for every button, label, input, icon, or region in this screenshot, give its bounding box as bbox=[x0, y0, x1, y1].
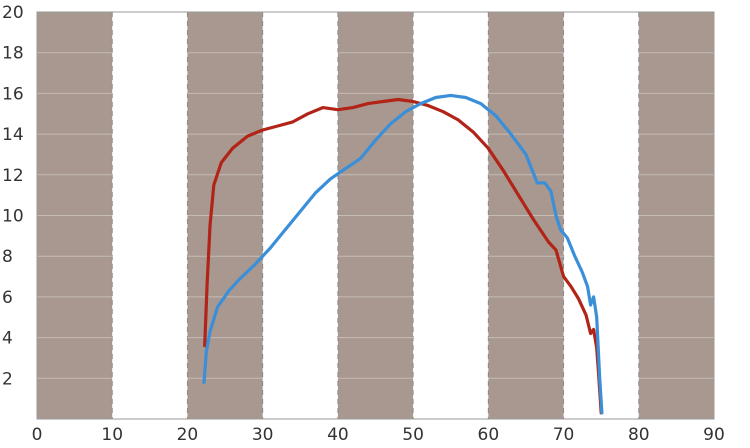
x-tick-label: 0 bbox=[32, 425, 43, 445]
y-tick-label: 20 bbox=[2, 3, 24, 23]
series-line-1 bbox=[203, 97, 603, 415]
shaded-band bbox=[638, 12, 714, 419]
x-tick-label: 80 bbox=[628, 425, 650, 445]
y-tick-label: 16 bbox=[2, 84, 24, 104]
y-tick-label: 12 bbox=[2, 166, 24, 186]
x-tick-labels: 0 10 20 30 40 50 60 70 80 90 bbox=[32, 425, 725, 445]
y-tick-label: 8 bbox=[2, 247, 13, 267]
shaded-band bbox=[187, 12, 263, 419]
x-tick-label: 20 bbox=[177, 425, 199, 445]
x-tick-label: 40 bbox=[327, 425, 349, 445]
x-tick-label: 50 bbox=[402, 425, 424, 445]
y-tick-label: 18 bbox=[2, 44, 24, 64]
shaded-band bbox=[337, 12, 414, 419]
shaded-bands bbox=[37, 12, 714, 419]
y-tick-labels: 2 4 6 8 10 12 14 16 18 20 bbox=[2, 3, 24, 389]
plot-border bbox=[36, 11, 715, 420]
shaded-band bbox=[37, 12, 113, 419]
x-tick-label: 10 bbox=[101, 425, 123, 445]
y-tick-label: 2 bbox=[2, 369, 13, 389]
shaded-band bbox=[488, 12, 564, 419]
x-tick-label: 90 bbox=[703, 425, 725, 445]
series-layer bbox=[202, 93, 604, 415]
y-tick-label: 14 bbox=[2, 125, 24, 145]
x-tick-label: 70 bbox=[553, 425, 575, 445]
x-tick-label: 60 bbox=[478, 425, 500, 445]
y-tick-label: 10 bbox=[2, 207, 24, 227]
y-tick-label: 6 bbox=[2, 288, 13, 308]
x-tick-label: 30 bbox=[252, 425, 274, 445]
plot-frame bbox=[36, 11, 715, 420]
y-tick-label: 4 bbox=[2, 329, 13, 349]
series-line-2 bbox=[202, 93, 604, 415]
